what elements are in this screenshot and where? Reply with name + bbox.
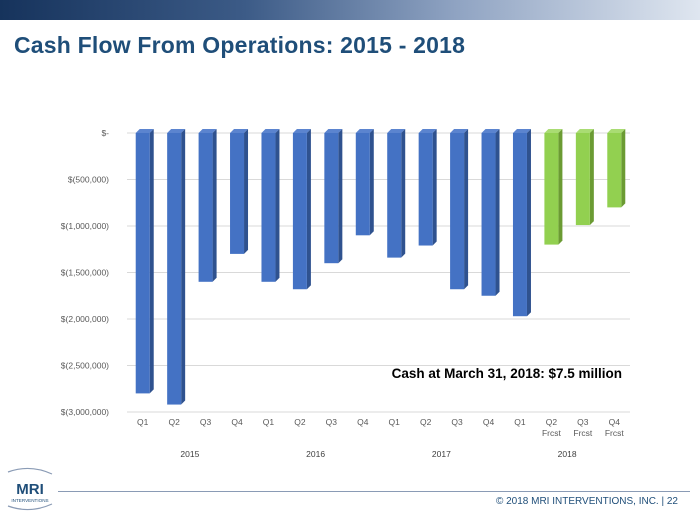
company-logo: MRI INTERVENTIONS bbox=[7, 467, 53, 511]
x-tick-label: Q3 bbox=[326, 417, 338, 427]
x-tick-label: Q2 bbox=[168, 417, 180, 427]
bar-side bbox=[275, 129, 280, 282]
bar-top bbox=[230, 129, 249, 133]
copyright-footer: © 2018 MRI INTERVENTIONS, INC. | 22 bbox=[495, 496, 678, 507]
bar-top bbox=[355, 129, 374, 133]
actual-bar bbox=[481, 133, 496, 296]
bar-top bbox=[481, 129, 500, 133]
y-tick-label: $(1,000,000) bbox=[61, 221, 109, 231]
bar-side bbox=[464, 129, 469, 290]
x-tick-label: Q3 bbox=[577, 417, 589, 427]
actual-bar bbox=[261, 133, 276, 282]
actual-bar bbox=[387, 133, 402, 258]
bar-top bbox=[292, 129, 311, 133]
bar-side bbox=[401, 129, 406, 258]
actual-bar bbox=[450, 133, 465, 290]
x-tick-label: Q4 bbox=[609, 417, 621, 427]
bar-top bbox=[450, 129, 469, 133]
actual-bar bbox=[324, 133, 339, 264]
x-forecast-label: Frcst bbox=[573, 428, 593, 438]
actual-bar bbox=[167, 133, 182, 405]
logo-text: MRI bbox=[16, 481, 44, 498]
bar-side bbox=[181, 129, 186, 405]
x-tick-label: Q4 bbox=[357, 417, 369, 427]
bar-side bbox=[369, 129, 374, 236]
x-tick-label: Q2 bbox=[420, 417, 432, 427]
y-tick-label: $- bbox=[101, 128, 109, 138]
actual-bar bbox=[135, 133, 150, 394]
bar-top bbox=[135, 129, 154, 133]
y-tick-label: $(2,500,000) bbox=[61, 361, 109, 371]
year-label: 2018 bbox=[558, 449, 577, 459]
bar-side bbox=[149, 129, 154, 394]
bar-side bbox=[621, 129, 626, 208]
bar-top bbox=[512, 129, 531, 133]
cash-annotation: Cash at March 31, 2018: $7.5 million bbox=[392, 366, 622, 381]
actual-bar bbox=[512, 133, 527, 317]
x-tick-label: Q4 bbox=[483, 417, 495, 427]
bar-top bbox=[607, 129, 626, 133]
actual-bar bbox=[230, 133, 245, 254]
year-label: 2015 bbox=[180, 449, 199, 459]
bar-top bbox=[198, 129, 217, 133]
bar-side bbox=[495, 129, 500, 296]
logo-subtitle: INTERVENTIONS bbox=[11, 498, 48, 503]
x-tick-label: Q2 bbox=[546, 417, 558, 427]
bar-top bbox=[544, 129, 563, 133]
year-label: 2016 bbox=[306, 449, 325, 459]
y-tick-label: $(2,000,000) bbox=[61, 314, 109, 324]
actual-bar bbox=[355, 133, 370, 236]
bar-top bbox=[575, 129, 594, 133]
x-tick-label: Q1 bbox=[137, 417, 149, 427]
x-tick-label: Q1 bbox=[389, 417, 401, 427]
cash-flow-chart: $- $(500,000) $(1,000,000) $(1,500,000) $(2,… bbox=[61, 128, 630, 459]
bar-side bbox=[306, 129, 311, 290]
x-tick-label: Q4 bbox=[231, 417, 243, 427]
bar-top bbox=[324, 129, 343, 133]
forecast-bar bbox=[575, 133, 590, 226]
bar-top bbox=[261, 129, 280, 133]
bar-side bbox=[432, 129, 437, 246]
header-band bbox=[0, 0, 700, 20]
x-tick-label: Q3 bbox=[451, 417, 463, 427]
bar-top bbox=[418, 129, 437, 133]
bar-side bbox=[244, 129, 249, 254]
x-tick-label: Q2 bbox=[294, 417, 306, 427]
footer-divider bbox=[58, 491, 690, 492]
x-tick-label: Q3 bbox=[200, 417, 212, 427]
bar-top bbox=[387, 129, 406, 133]
y-tick-label: $(500,000) bbox=[68, 175, 109, 185]
y-tick-label: $(3,000,000) bbox=[61, 407, 109, 417]
forecast-bar bbox=[607, 133, 622, 208]
x-forecast-label: Frcst bbox=[542, 428, 562, 438]
y-tick-label: $(1,500,000) bbox=[61, 268, 109, 278]
page-title: Cash Flow From Operations: 2015 - 2018 bbox=[14, 32, 466, 58]
bar-side bbox=[526, 129, 531, 317]
actual-bar bbox=[292, 133, 307, 290]
x-tick-label: Q1 bbox=[514, 417, 526, 427]
bar-side bbox=[589, 129, 594, 226]
actual-bar bbox=[198, 133, 213, 282]
actual-bar bbox=[418, 133, 433, 246]
bar-side bbox=[212, 129, 217, 282]
bar-side bbox=[338, 129, 343, 264]
x-tick-label: Q1 bbox=[263, 417, 275, 427]
forecast-bar bbox=[544, 133, 559, 245]
bar-top bbox=[167, 129, 186, 133]
year-label: 2017 bbox=[432, 449, 451, 459]
x-forecast-label: Frcst bbox=[605, 428, 625, 438]
bar-side bbox=[558, 129, 563, 245]
